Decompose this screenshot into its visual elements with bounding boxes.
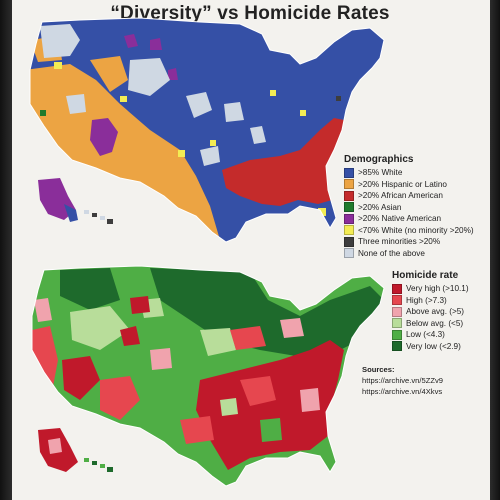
legend-item-none: None of the above <box>344 248 474 260</box>
source-link-1[interactable]: https://archive.vn/5ZZv9 <box>362 376 444 385</box>
legend-label: Three minorities >20% <box>358 237 441 247</box>
legend-label: Very high (>10.1) <box>406 284 469 294</box>
legend-label: None of the above <box>358 248 425 258</box>
legend-label: >20% Asian <box>358 202 402 212</box>
sources-block: Sources: https://archive.vn/5ZZv9 https:… <box>362 364 443 397</box>
legend-item-high: High (>7.3) <box>392 295 469 307</box>
legend-swatch <box>392 329 402 340</box>
demographics-map <box>30 18 384 242</box>
legend-item-hispanic: >20% Hispanic or Latino <box>344 179 474 191</box>
legend-item-under-70-white: <70% White (no minority >20%) <box>344 225 474 237</box>
legend-label: >20% Native American <box>358 214 442 224</box>
demographics-hawaii <box>84 210 113 224</box>
screen-bezel-right <box>490 0 500 500</box>
legend-item-native-american: >20% Native American <box>344 213 474 225</box>
legend-label: >85% White <box>358 168 403 178</box>
legend-swatch <box>392 295 402 306</box>
legend-label: <70% White (no minority >20%) <box>358 225 474 235</box>
legend-swatch <box>344 236 354 247</box>
legend-swatch <box>344 248 354 259</box>
legend-item-very-low: Very low (<2.9) <box>392 341 469 353</box>
demographics-alaska-southeast <box>64 204 78 222</box>
page-title: “Diversity” vs Homicide Rates <box>110 3 390 24</box>
homicide-alaska-patch <box>48 438 62 454</box>
sources-label: Sources: <box>362 365 395 374</box>
legend-swatch <box>392 306 402 317</box>
legend-swatch <box>392 341 402 352</box>
legend-swatch <box>344 167 354 178</box>
legend-swatch <box>344 202 354 213</box>
legend-item-african-american: >20% African American <box>344 190 474 202</box>
demographics-legend-heading: Demographics <box>344 154 414 165</box>
legend-label: Very low (<2.9) <box>406 341 461 351</box>
screen-bezel-left <box>0 0 12 500</box>
demographics-us-outline <box>29 17 385 243</box>
legend-swatch <box>344 225 354 236</box>
legend-swatch <box>344 190 354 201</box>
legend-item-very-high: Very high (>10.1) <box>392 283 469 295</box>
homicide-legend-heading: Homicide rate <box>392 270 459 281</box>
legend-label: >20% Hispanic or Latino <box>358 179 447 189</box>
legend-swatch <box>392 283 402 294</box>
legend-label: Above avg. (>5) <box>406 307 465 317</box>
homicide-legend: Homicide rate Very high (>10.1) High (>7… <box>392 270 469 352</box>
legend-label: Below avg. (<5) <box>406 318 464 328</box>
demographics-legend: Demographics >85% White >20% Hispanic or… <box>344 154 474 259</box>
homicide-us-outline <box>31 265 385 487</box>
legend-swatch <box>344 179 354 190</box>
legend-item-asian: >20% Asian <box>344 202 474 214</box>
source-link-2[interactable]: https://archive.vn/4Xkvs <box>362 387 443 396</box>
legend-item-below-avg: Below avg. (<5) <box>392 318 469 330</box>
homicide-hawaii <box>84 458 113 472</box>
legend-swatch <box>344 213 354 224</box>
legend-item-white: >85% White <box>344 167 474 179</box>
legend-label: High (>7.3) <box>406 295 447 305</box>
legend-item-above-avg: Above avg. (>5) <box>392 306 469 318</box>
legend-item-low: Low (<4.3) <box>392 329 469 341</box>
legend-label: Low (<4.3) <box>406 330 445 340</box>
legend-swatch <box>392 318 402 329</box>
legend-item-three-minorities: Three minorities >20% <box>344 236 474 248</box>
legend-label: >20% African American <box>358 191 443 201</box>
